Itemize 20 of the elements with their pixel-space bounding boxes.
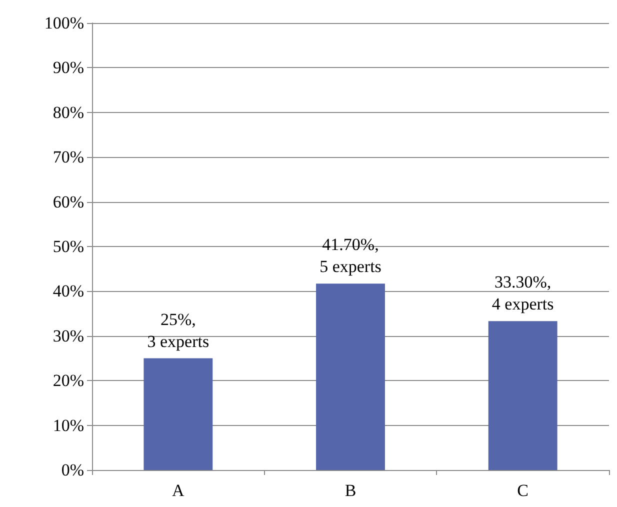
bar	[144, 358, 213, 470]
y-tick-label: 10%	[52, 416, 84, 435]
y-tick-label: 40%	[52, 282, 84, 301]
y-tick-label: 80%	[52, 102, 84, 122]
y-tick-label: 90%	[52, 58, 84, 78]
y-tick-label: 70%	[52, 148, 84, 167]
y-tick-label: 0%	[61, 460, 84, 480]
data-label: 25%, 3 experts	[147, 310, 210, 351]
bar	[316, 284, 385, 470]
y-tick-label: 50%	[52, 237, 84, 256]
y-tick-label: 30%	[52, 326, 84, 346]
data-label: 33.30%, 4 experts	[492, 272, 554, 314]
y-tick-label: 20%	[52, 371, 84, 390]
x-tick-label: B	[344, 481, 356, 500]
bar	[488, 321, 558, 470]
x-tick-label: C	[517, 481, 529, 500]
x-tick-label: A	[172, 481, 186, 500]
y-tick-label: 100%	[44, 14, 84, 32]
y-tick-label: 60%	[52, 192, 84, 212]
data-label: 41.70%, 5 experts	[320, 235, 382, 276]
